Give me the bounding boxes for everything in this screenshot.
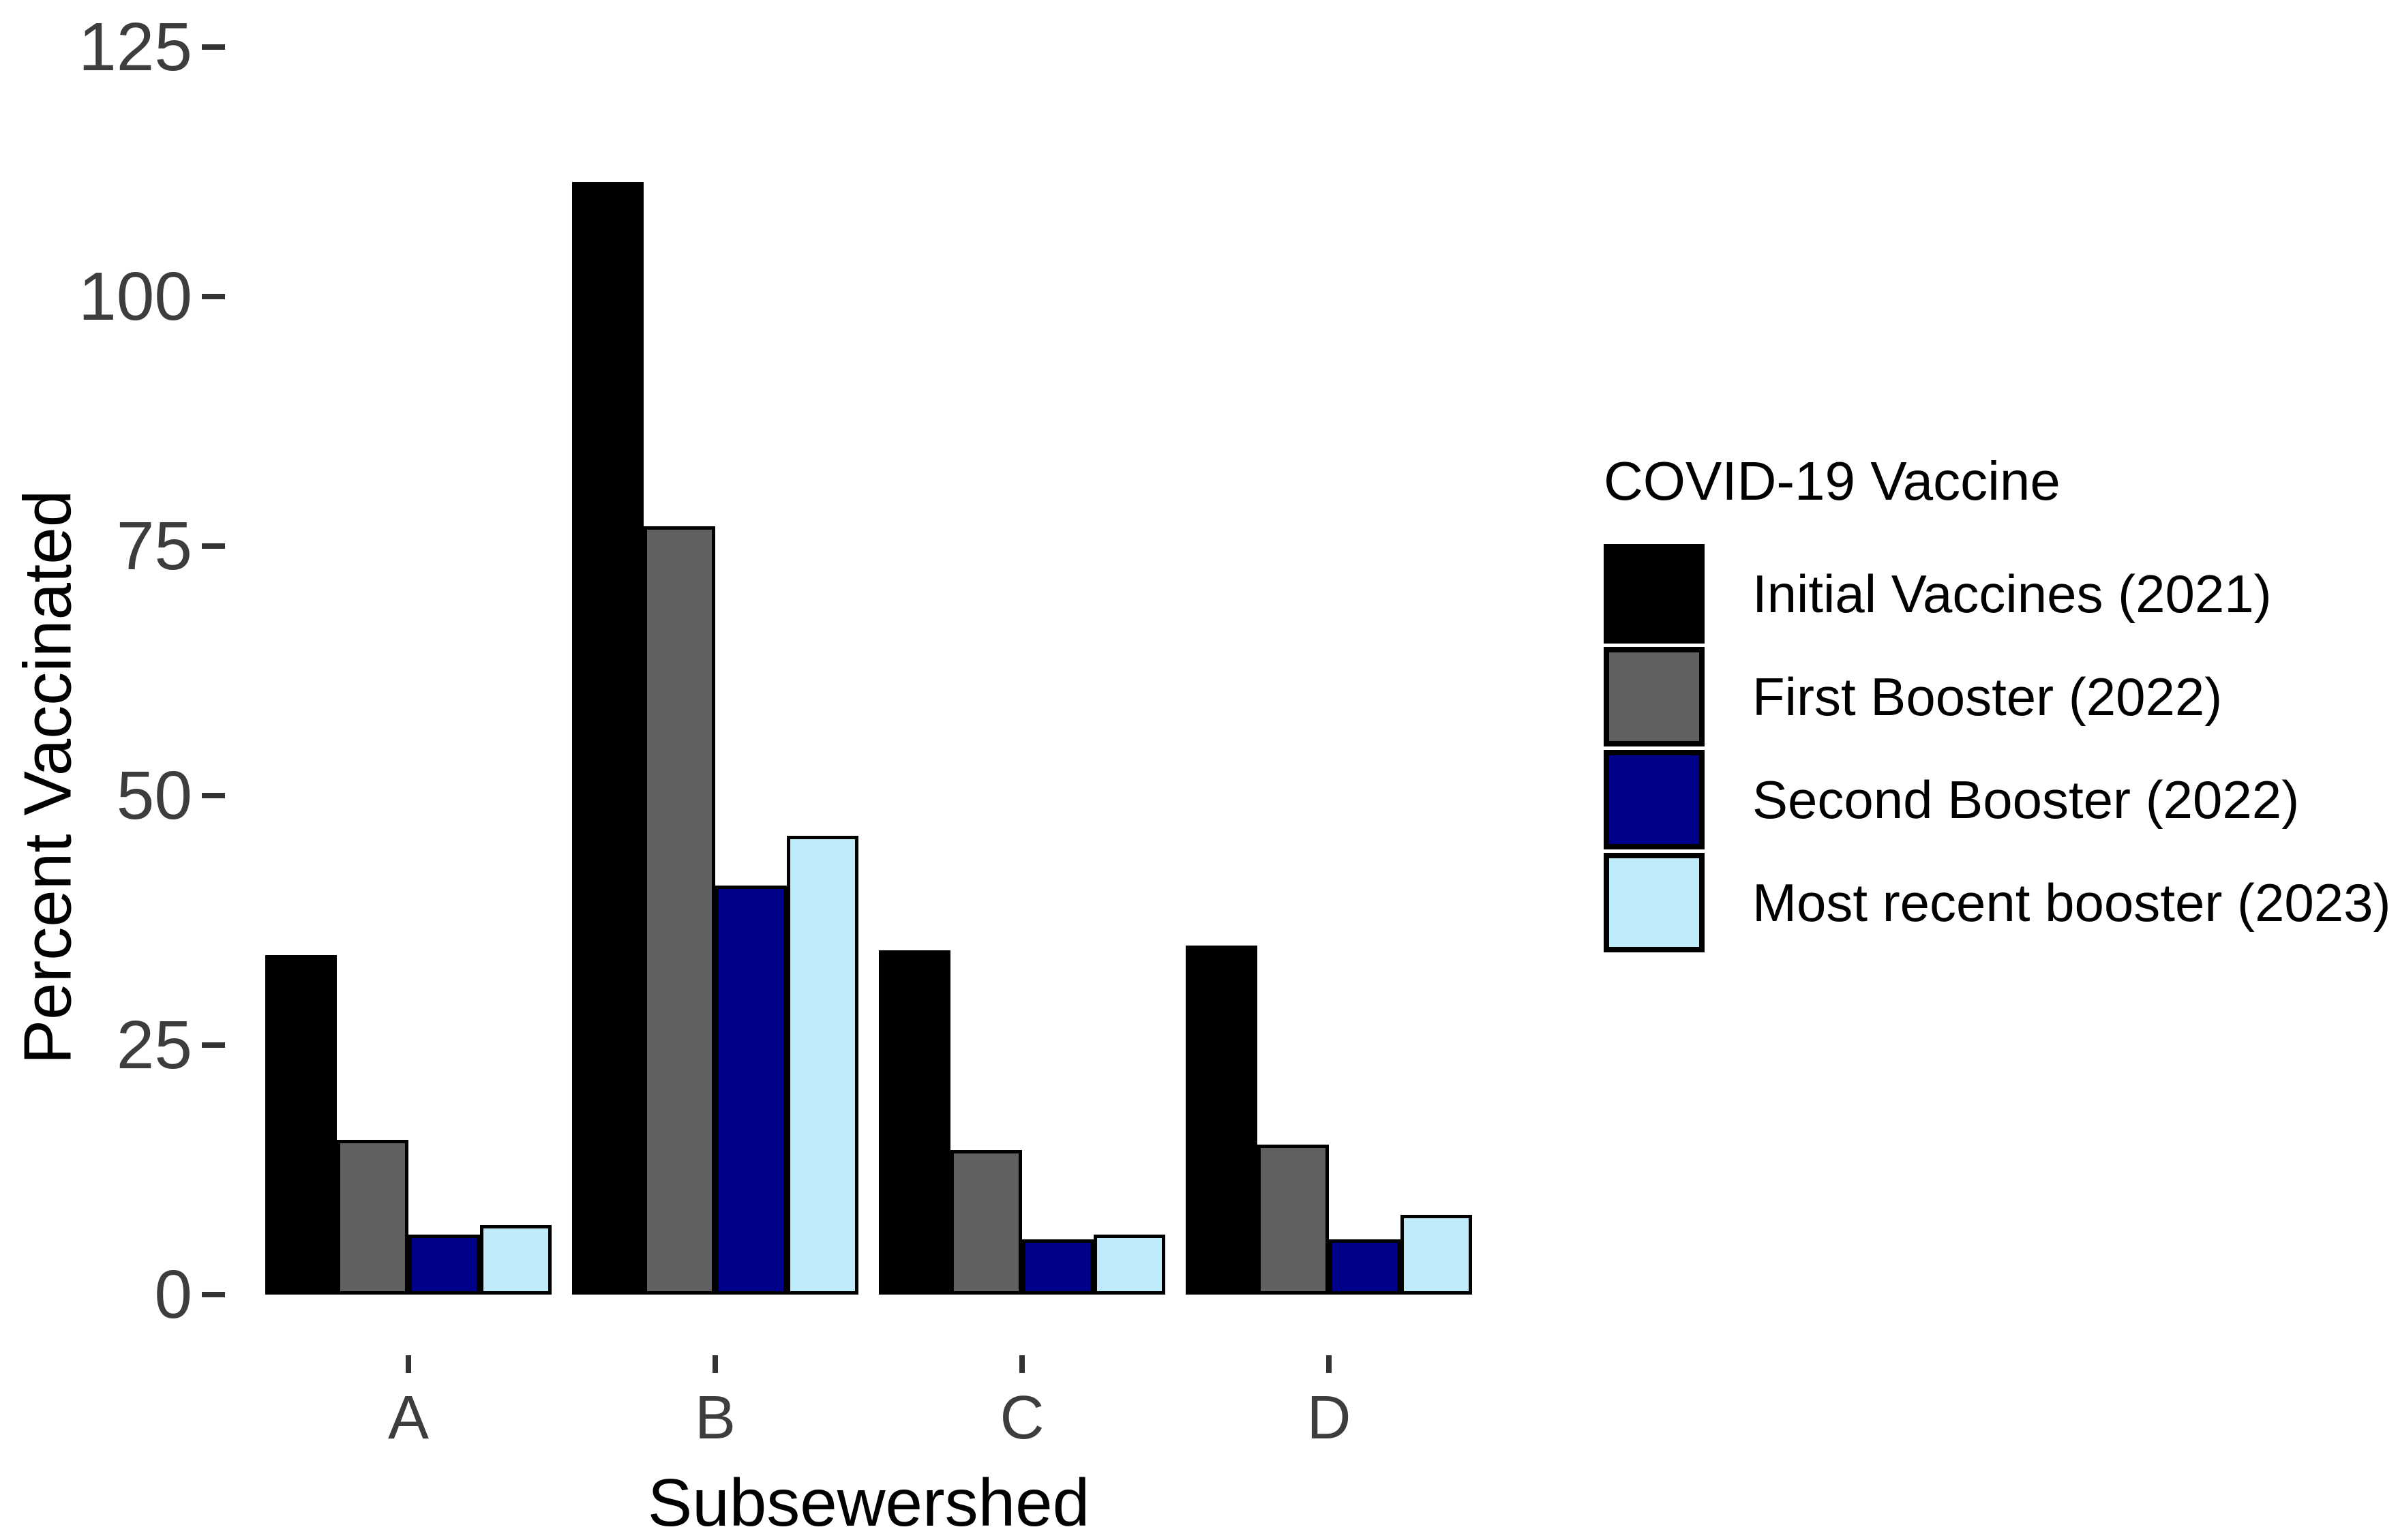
legend-swatch bbox=[1604, 647, 1705, 746]
x-axis-tick bbox=[713, 1355, 718, 1373]
bar-B-series-2 bbox=[644, 526, 715, 1295]
legend-item: Initial Vaccines (2021) bbox=[1604, 544, 2390, 644]
y-axis-tick-label: 25 bbox=[116, 1007, 192, 1083]
y-axis-tick bbox=[202, 1292, 225, 1297]
x-axis-category-label: D bbox=[1306, 1384, 1351, 1452]
legend-item-label: Initial Vaccines (2021) bbox=[1752, 563, 2272, 624]
x-axis-tick bbox=[406, 1355, 411, 1373]
y-axis-tick-label: 75 bbox=[116, 508, 192, 584]
x-axis-category-label: B bbox=[694, 1384, 736, 1452]
legend-title: COVID-19 Vaccine bbox=[1604, 451, 2060, 511]
bar-D-series-3 bbox=[1329, 1239, 1400, 1295]
bar-A-series-4 bbox=[480, 1225, 552, 1295]
y-axis-tick-label: 50 bbox=[116, 757, 192, 834]
y-axis-title: Percent Vaccinated bbox=[10, 489, 85, 1065]
y-axis-tick bbox=[202, 543, 225, 549]
y-axis-tick bbox=[202, 793, 225, 798]
legend-item: Most recent booster (2023) bbox=[1604, 853, 2390, 952]
bar-B-series-4 bbox=[787, 836, 858, 1295]
legend-item-label: First Booster (2022) bbox=[1752, 666, 2223, 727]
legend-item-label: Most recent booster (2023) bbox=[1752, 872, 2391, 933]
x-axis-title: Subsewershed bbox=[647, 1465, 1090, 1540]
legend-items: Initial Vaccines (2021) First Booster (20… bbox=[1604, 544, 2390, 952]
legend-item: Second Booster (2022) bbox=[1604, 750, 2390, 849]
x-axis-category-label: A bbox=[387, 1384, 430, 1452]
bar-B-series-1 bbox=[572, 182, 644, 1295]
y-axis-tick bbox=[202, 294, 225, 299]
legend: COVID-19 Vaccine Initial Vaccines (2021)… bbox=[1604, 450, 2390, 956]
x-axis-tick bbox=[1019, 1355, 1025, 1373]
x-axis-tick bbox=[1326, 1355, 1332, 1373]
legend-swatch bbox=[1604, 853, 1705, 952]
bar-A-series-1 bbox=[265, 955, 337, 1295]
x-axis-category-label: C bbox=[1000, 1384, 1045, 1452]
bar-D-series-1 bbox=[1186, 946, 1257, 1295]
y-axis-tick bbox=[202, 1042, 225, 1048]
bar-B-series-3 bbox=[715, 886, 787, 1295]
y-axis-tick-label: 100 bbox=[78, 258, 192, 335]
bar-C-series-4 bbox=[1094, 1235, 1165, 1295]
bar-D-series-2 bbox=[1257, 1145, 1329, 1295]
bar-C-series-1 bbox=[879, 950, 950, 1295]
legend-item-label: Second Booster (2022) bbox=[1752, 769, 2300, 830]
y-axis-tick-label: 125 bbox=[78, 9, 192, 85]
bar-A-series-2 bbox=[337, 1140, 408, 1295]
y-axis-tick-label: 0 bbox=[154, 1256, 192, 1333]
bar-A-series-3 bbox=[408, 1235, 480, 1295]
legend-swatch bbox=[1604, 750, 1705, 849]
legend-item: First Booster (2022) bbox=[1604, 647, 2390, 746]
bar-D-series-4 bbox=[1400, 1215, 1472, 1295]
bar-C-series-3 bbox=[1022, 1239, 1094, 1295]
legend-swatch bbox=[1604, 544, 1705, 644]
bar-C-series-2 bbox=[950, 1150, 1022, 1295]
y-axis-tick bbox=[202, 44, 225, 50]
